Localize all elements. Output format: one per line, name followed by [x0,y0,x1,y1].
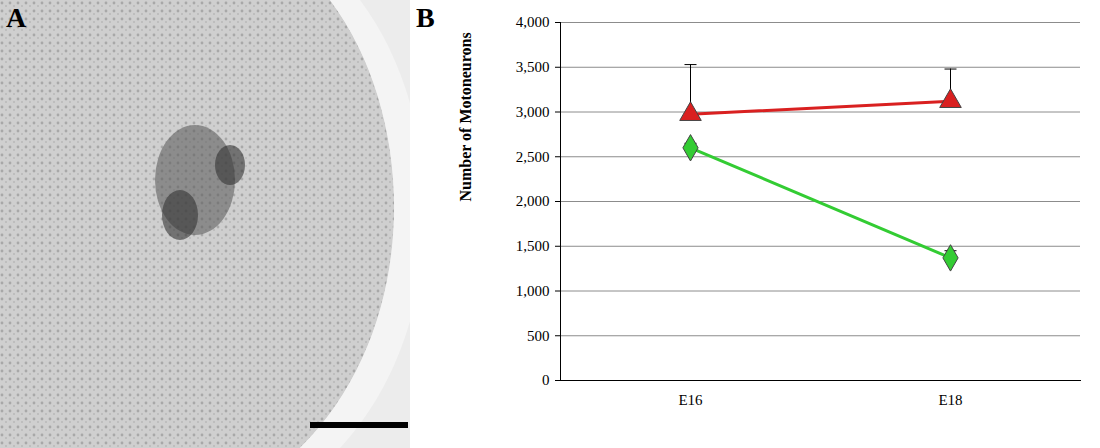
svg-text:1,000: 1,000 [516,283,550,299]
svg-text:2,000: 2,000 [516,193,550,209]
html-text:B: B [416,2,435,33]
svg-text:3,500: 3,500 [516,59,550,75]
svg-text:Number of Motoneurons: Number of Motoneurons [457,32,474,201]
html-text:A: A [6,2,27,33]
svg-text:2,500: 2,500 [516,149,550,165]
svg-text:500: 500 [527,328,550,344]
svg-text:1,500: 1,500 [516,238,550,254]
svg-text:0: 0 [542,372,550,388]
svg-text:E18: E18 [938,392,962,408]
svg-text:3,000: 3,000 [516,104,550,120]
svg-text:E16: E16 [678,392,703,408]
svg-text:4,000: 4,000 [516,14,550,30]
